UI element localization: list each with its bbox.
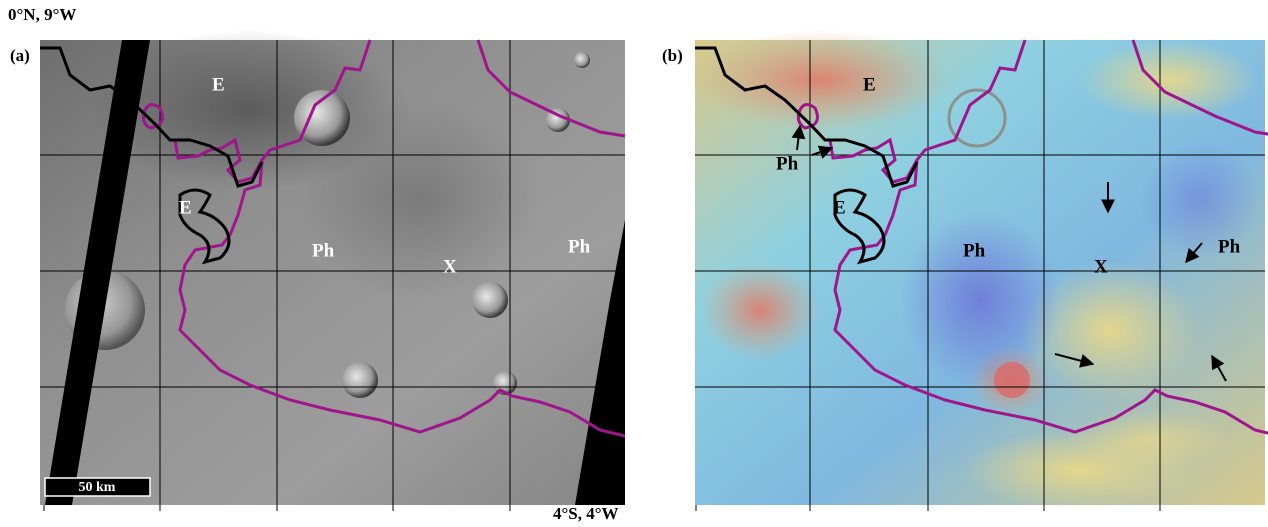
panel-b: (b) E Ph E Ph X Ph xyxy=(662,30,1268,511)
unit-label: E xyxy=(833,197,846,218)
panel-label: (a) xyxy=(10,46,30,65)
unit-label: Ph xyxy=(312,240,335,261)
unit-label: Ph xyxy=(963,240,986,261)
unit-label: X xyxy=(1094,256,1108,277)
panel-a: 50 km (a) E E Ph X Ph xyxy=(10,30,627,511)
unit-label: Ph xyxy=(1218,236,1241,257)
unit-label: E xyxy=(212,74,225,95)
corner-label: 0°N, 9°W xyxy=(8,5,76,24)
unit-label: Ph xyxy=(776,153,799,174)
unit-label: Ph xyxy=(568,236,591,257)
scale-bar-label: 50 km xyxy=(79,480,116,495)
corner-label: 4°S, 4°W xyxy=(553,504,619,522)
unit-label: X xyxy=(443,256,457,277)
panel-label: (b) xyxy=(662,46,683,65)
unit-label: E xyxy=(179,197,192,218)
unit-label: E xyxy=(863,74,876,95)
